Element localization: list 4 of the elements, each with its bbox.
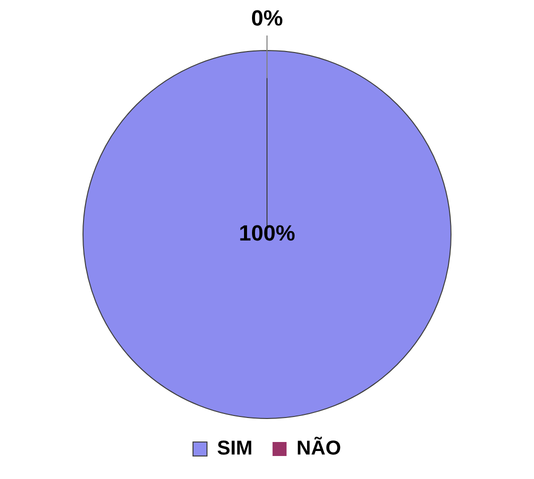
data-label: 100% [238, 220, 296, 246]
legend-label: NÃO [296, 436, 342, 460]
text: 0% [251, 6, 283, 31]
legend-label: SIM [217, 438, 253, 460]
